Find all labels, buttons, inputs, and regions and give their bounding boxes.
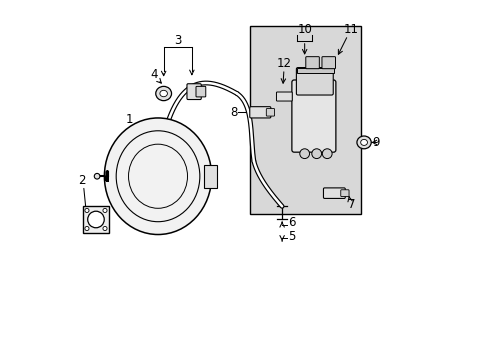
Text: 12: 12 [276, 57, 291, 70]
Bar [297, 68, 333, 73]
FancyBboxPatch shape [321, 57, 335, 69]
Ellipse shape [156, 86, 171, 101]
FancyBboxPatch shape [340, 190, 348, 197]
Ellipse shape [160, 90, 167, 97]
Ellipse shape [128, 144, 187, 208]
Text: 9: 9 [371, 136, 379, 149]
FancyBboxPatch shape [296, 68, 332, 95]
Text: 6: 6 [287, 216, 295, 229]
Circle shape [102, 208, 107, 212]
Text: 3: 3 [174, 34, 181, 48]
Text: 4: 4 [150, 68, 158, 81]
Circle shape [102, 226, 107, 230]
Ellipse shape [360, 139, 366, 145]
FancyBboxPatch shape [266, 109, 274, 116]
FancyBboxPatch shape [276, 92, 292, 101]
FancyBboxPatch shape [291, 80, 335, 152]
Circle shape [322, 149, 331, 158]
FancyBboxPatch shape [323, 188, 345, 198]
Text: 10: 10 [297, 23, 311, 36]
Ellipse shape [356, 136, 370, 149]
Ellipse shape [104, 118, 211, 234]
Circle shape [311, 149, 321, 158]
FancyBboxPatch shape [249, 107, 270, 118]
Text: 8: 8 [230, 106, 237, 119]
FancyBboxPatch shape [305, 57, 319, 69]
Text: 11: 11 [344, 23, 358, 36]
Circle shape [94, 174, 100, 179]
FancyBboxPatch shape [82, 206, 109, 233]
Bar [203, 165, 217, 188]
FancyBboxPatch shape [186, 84, 201, 99]
Ellipse shape [116, 131, 200, 222]
Circle shape [85, 208, 89, 212]
Text: 7: 7 [347, 198, 355, 211]
Bar [250, 26, 360, 214]
FancyBboxPatch shape [196, 86, 205, 97]
Circle shape [299, 149, 309, 158]
Circle shape [85, 226, 89, 230]
Circle shape [87, 211, 104, 228]
Text: 1: 1 [126, 113, 133, 126]
Text: 5: 5 [287, 230, 295, 243]
Text: 2: 2 [78, 174, 85, 186]
